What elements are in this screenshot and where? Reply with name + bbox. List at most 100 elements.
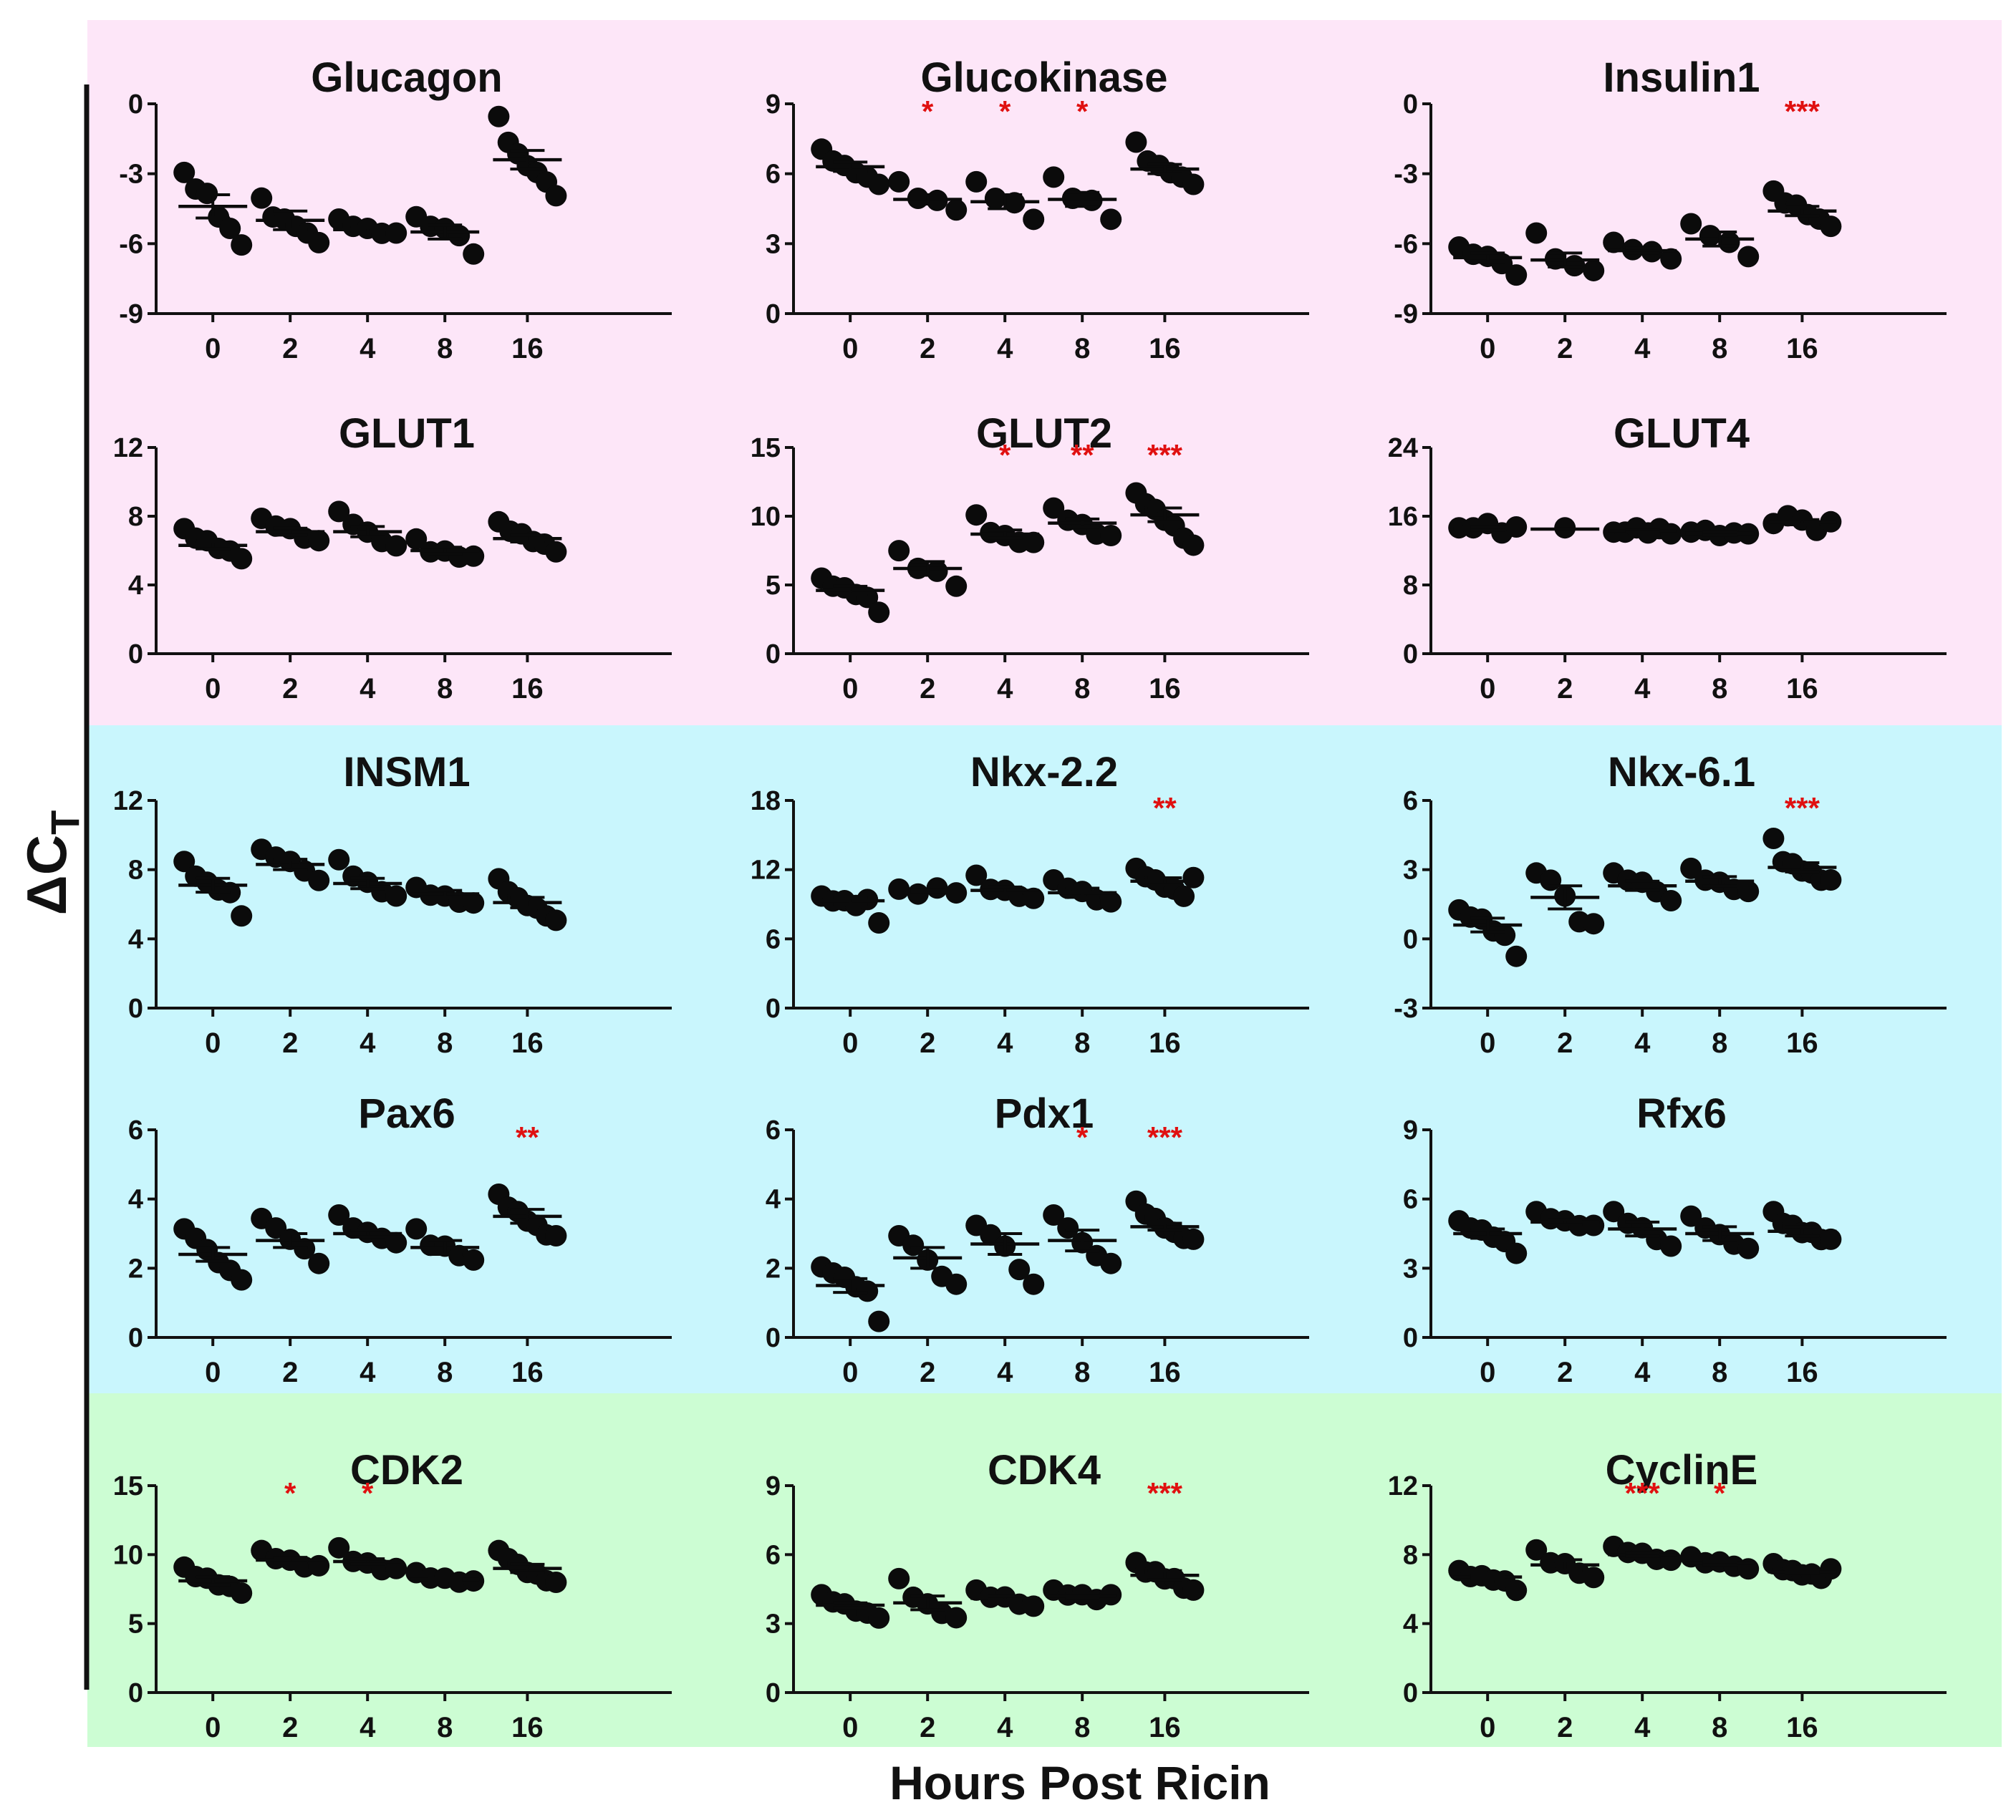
x-tick-label: 8 [1712,1712,1727,1743]
data-point [888,170,910,193]
data-point [308,231,330,253]
panel-title: GLUT4 [1614,410,1750,457]
data-point [1182,1579,1205,1601]
x-tick-label: 8 [1074,1712,1090,1743]
y-tick-label: 8 [128,856,143,886]
panel-title: Glucagon [311,54,502,101]
data-point [1057,1217,1079,1239]
x-tick-label: 0 [205,333,221,364]
y-tick-label: 5 [128,1610,143,1640]
x-tick-label: 2 [282,1027,298,1059]
data-point [405,528,428,550]
y-tick-label: 15 [113,1471,143,1501]
data-point [385,535,407,557]
panel-title: GLUT2 [976,410,1112,457]
data-point [1023,1273,1045,1295]
x-tick-label: 4 [997,333,1013,364]
data-point [463,892,485,914]
x-tick-label: 8 [1074,1027,1090,1059]
y-tick-label: 9 [1403,1115,1418,1146]
data-point [1505,945,1528,967]
significance-label: *** [1785,95,1820,128]
y-tick-label: 0 [1403,1678,1418,1708]
data-point [965,170,988,193]
x-tick-label: 0 [842,1712,858,1743]
y-tick-label: 6 [766,924,781,954]
y-tick-label: -3 [1394,160,1418,190]
x-tick-label: 8 [1074,673,1090,705]
y-tick-label: 3 [1403,1254,1418,1284]
data-point [231,234,253,256]
x-tick-label: 4 [360,1027,376,1059]
data-point [1820,868,1842,891]
x-tick-label: 0 [205,1357,221,1388]
x-tick-label: 2 [282,673,298,705]
y-tick-label: 10 [113,1540,143,1570]
x-tick-label: 2 [1557,673,1573,705]
data-point [328,1536,350,1559]
data-point [965,504,988,526]
data-point [1603,1201,1625,1223]
y-tick-label: 3 [1403,856,1418,886]
x-tick-label: 2 [920,1027,935,1059]
data-point [1182,1228,1205,1250]
x-tick-label: 2 [1557,1027,1573,1059]
significance-label: ** [516,1120,539,1154]
y-tick-label: 10 [751,502,781,532]
x-tick-label: 0 [1480,1027,1495,1059]
data-point [1505,1579,1528,1602]
x-tick-label: 4 [997,1712,1013,1743]
y-tick-label: -9 [119,299,143,329]
y-tick-label: 3 [766,1610,781,1640]
x-tick-label: 2 [920,1712,935,1743]
y-tick-label: 4 [128,571,143,601]
data-point [308,869,330,891]
y-tick-label: 4 [1403,1610,1418,1640]
data-point [945,575,968,597]
data-point [868,911,890,934]
x-tick-label: 8 [1712,1027,1727,1059]
panel-title: Insulin1 [1603,54,1760,101]
data-point [231,1269,253,1291]
band-blue [87,725,2002,1393]
data-point [545,1571,567,1593]
x-tick-label: 16 [1786,673,1818,705]
data-point [328,500,350,523]
x-tick-label: 8 [437,673,453,705]
y-tick-label: 4 [128,924,143,954]
x-tick-label: 16 [511,1027,544,1059]
panel-title: CDK2 [350,1447,463,1494]
data-point [984,188,1006,210]
x-tick-label: 16 [1149,673,1181,705]
y-tick-label: 6 [128,1115,143,1146]
x-tick-label: 8 [1074,333,1090,364]
x-tick-label: 16 [511,1357,544,1388]
x-tick-label: 4 [360,1712,376,1743]
x-tick-label: 16 [1149,1357,1181,1388]
data-point [1043,1204,1065,1226]
data-point [1680,857,1702,879]
data-point [1100,1252,1122,1274]
data-point [308,1554,330,1577]
y-tick-label: 0 [766,1323,781,1353]
x-tick-label: 4 [360,333,376,364]
x-tick-label: 16 [1786,1357,1818,1388]
data-point [328,848,350,871]
y-tick-label: 8 [128,502,143,532]
data-point [1525,222,1548,244]
y-tick-label: -6 [1394,229,1418,259]
x-tick-label: 4 [1634,673,1651,705]
y-tick-label: 8 [1403,1540,1418,1570]
x-tick-label: 2 [920,673,935,705]
data-point [1008,1259,1031,1281]
x-tick-label: 4 [997,673,1013,705]
y-tick-label: 0 [766,299,781,329]
x-tick-label: 0 [842,333,858,364]
significance-label: * [1076,95,1089,128]
y-tick-label: 9 [766,89,781,120]
y-tick-label: 12 [751,856,781,886]
data-point [308,530,330,552]
